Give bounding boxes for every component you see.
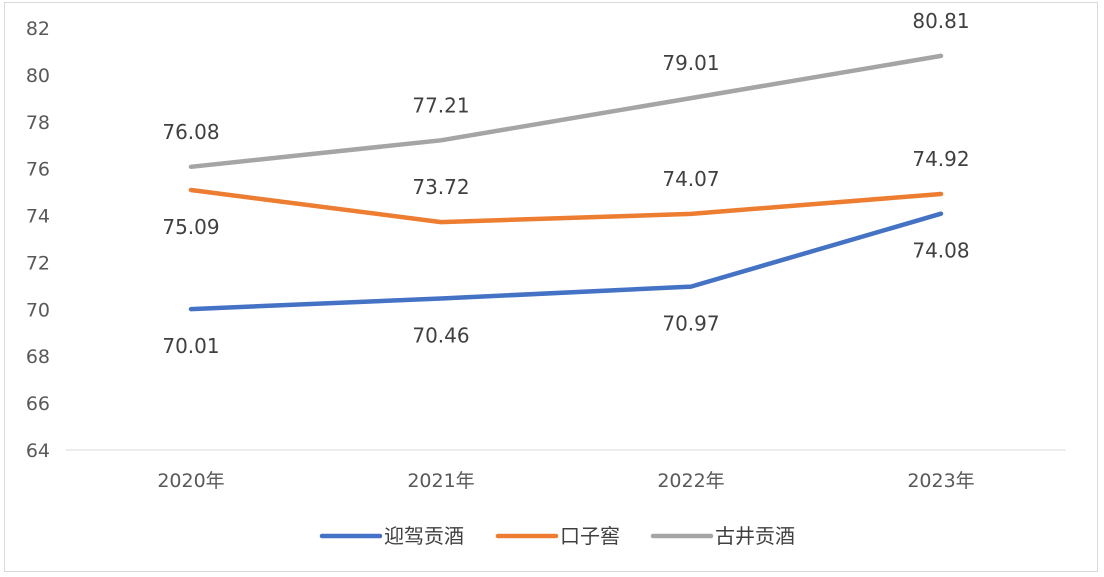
- data-label: 70.01: [162, 334, 219, 358]
- data-label: 76.08: [162, 120, 219, 144]
- y-tick-label: 74: [26, 206, 50, 228]
- data-label: 74.92: [912, 147, 969, 171]
- series-line-0: [188, 211, 944, 312]
- series-line-1: [188, 187, 944, 225]
- x-tick-label: 2021年: [407, 470, 474, 492]
- data-label: 73.72: [412, 175, 469, 199]
- x-tick-label: 2020年: [157, 470, 224, 492]
- data-label: 77.21: [412, 93, 469, 117]
- data-labels: 70.01 70.46 70.97 74.08 75.09 73.72 74.07 74.92…: [162, 9, 969, 358]
- y-tick-label: 70: [26, 299, 50, 321]
- data-label: 70.97: [662, 312, 719, 336]
- series-line-2: [188, 53, 944, 170]
- data-label: 70.46: [412, 324, 469, 348]
- legend: 迎驾贡酒 口子窖 古井贡酒: [319, 524, 795, 548]
- legend-label: 迎驾贡酒: [384, 524, 464, 548]
- data-label: 79.01: [662, 51, 719, 75]
- legend-label: 古井贡酒: [715, 524, 795, 548]
- legend-label: 口子窖: [560, 524, 620, 548]
- data-label: 75.09: [162, 215, 219, 239]
- y-tick-label: 82: [26, 18, 50, 40]
- series-lines: [188, 53, 944, 312]
- y-tick-label: 72: [26, 252, 50, 274]
- y-tick-label: 66: [26, 393, 50, 415]
- chart-frame: [4, 2, 1098, 572]
- y-axis-ticks: 64 66 68 70 72 74 76 78 80 82: [26, 18, 50, 462]
- x-tick-label: 2023年: [907, 470, 974, 492]
- y-tick-label: 80: [26, 65, 50, 87]
- y-tick-label: 64: [26, 440, 50, 462]
- y-tick-label: 68: [26, 346, 50, 368]
- data-label: 74.07: [662, 167, 719, 191]
- x-tick-label: 2022年: [657, 470, 724, 492]
- y-tick-label: 78: [26, 112, 50, 134]
- y-tick-label: 76: [26, 159, 50, 181]
- data-label: 80.81: [912, 9, 969, 33]
- data-label: 74.08: [912, 239, 969, 263]
- x-axis-ticks: 2020年 2021年 2022年 2023年: [157, 470, 974, 492]
